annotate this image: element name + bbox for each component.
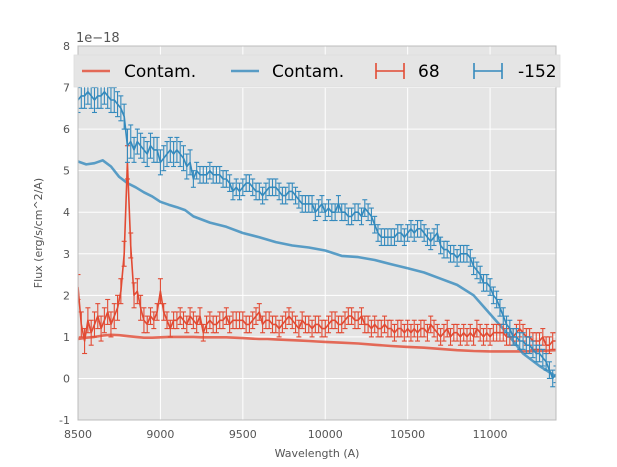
series-group (78, 78, 556, 388)
legend-label-3: -152 (518, 62, 557, 82)
y-tick-label: 5 (63, 165, 70, 178)
x-tick-label: 8500 (64, 428, 92, 441)
y-tick-label: 1 (63, 331, 70, 344)
legend-label-1: Contam. (272, 62, 344, 82)
y-tick-label: 6 (63, 123, 70, 136)
axes (77, 45, 557, 421)
x-tick-label: 10500 (390, 428, 425, 441)
y-tick-label: 7 (63, 82, 70, 95)
y-tick-label: 3 (63, 248, 70, 261)
data-layer (78, 78, 556, 388)
x-tick-label: 11000 (473, 428, 508, 441)
x-tick-label: 9000 (146, 428, 174, 441)
plot-background (78, 46, 556, 420)
legend-label-0: Contam. (124, 62, 196, 82)
legend: Contam. Contam. 68 -152 (73, 54, 561, 88)
series-line-0 (78, 333, 556, 353)
y-offset-label: 1e−18 (76, 31, 120, 46)
x-tick-labels: 8500 9000 9500 10000 10500 11000 (64, 428, 508, 441)
y-tick-label: 4 (63, 206, 70, 219)
y-tick-label: 0 (63, 372, 70, 385)
y-axis-label: Flux (erg/s/cm^2/A) (32, 178, 45, 288)
y-tick-label: 8 (63, 40, 70, 53)
legend-label-2: 68 (418, 62, 440, 82)
y-tick-label: -1 (59, 414, 70, 427)
plot-frame (77, 45, 557, 421)
x-tick-label: 9500 (229, 428, 257, 441)
x-tick-label: 10000 (308, 428, 343, 441)
y-tick-label: 2 (63, 289, 70, 302)
x-axis-label: Wavelength (A) (275, 447, 360, 460)
errorbar-series-3 (78, 78, 556, 388)
y-tick-labels: -1 0 1 2 3 4 5 6 7 8 (59, 40, 70, 427)
